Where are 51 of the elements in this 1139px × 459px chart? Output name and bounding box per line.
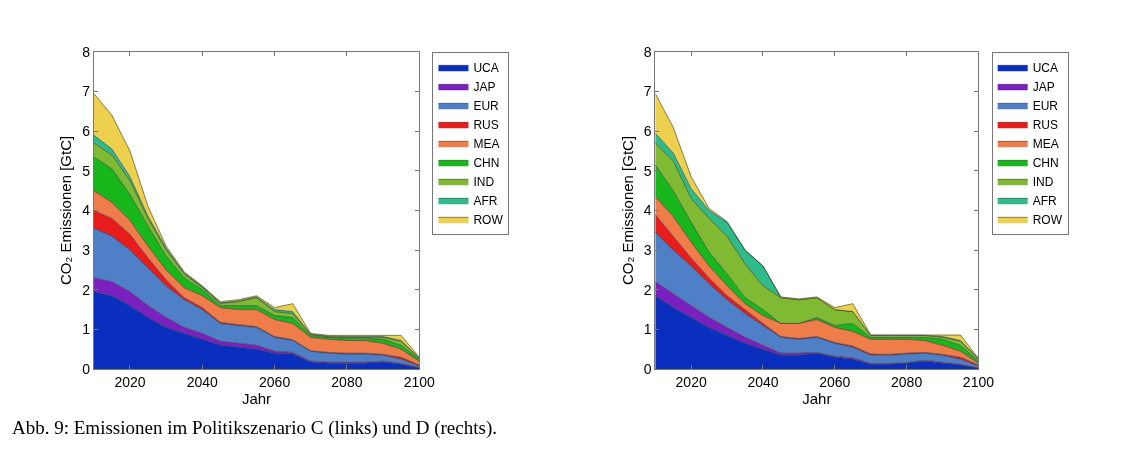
x-tick-label: 2080: [331, 373, 363, 390]
legend-label: EUR: [473, 99, 500, 114]
y-tick-label: 4: [82, 202, 91, 219]
y-tick-label: 6: [82, 123, 91, 140]
x-tick-label: 2100: [962, 373, 995, 390]
legend-label: CHN: [473, 156, 500, 171]
x-axis-title: Jahr: [241, 389, 272, 407]
y-tick-label: 5: [643, 162, 652, 179]
y-tick-label: 2: [82, 281, 91, 298]
y-tick-label: 1: [643, 321, 652, 338]
y-tick-label: 2: [643, 281, 652, 298]
legend-label: EUR: [1032, 99, 1059, 114]
legend-label: UCA: [473, 61, 499, 76]
legend-label: CHN: [1032, 156, 1059, 171]
x-tick-label: 2040: [747, 373, 779, 390]
x-tick-label: 2060: [259, 373, 291, 390]
x-tick-label: 2060: [819, 373, 851, 390]
legend-label: RUS: [473, 118, 499, 133]
legend-label: JAP: [473, 80, 496, 95]
legend-label: IND: [473, 175, 495, 190]
legend-label: MEA: [473, 137, 500, 152]
y-tick-label: 1: [82, 321, 91, 338]
legend-label: AFR: [473, 194, 498, 209]
y-tick-label: 5: [82, 162, 91, 179]
x-axis-title: Jahr: [802, 389, 832, 407]
y-tick-label: 4: [643, 202, 652, 219]
y-tick-label: 6: [643, 123, 652, 140]
legend-label: UCA: [1032, 61, 1059, 76]
x-tick-label: 2100: [403, 373, 435, 390]
y-axis-title: CO₂ Emissionen [GtC]: [618, 135, 636, 286]
y-tick-label: 7: [643, 83, 652, 100]
y-tick-label: 7: [82, 83, 91, 100]
y-tick-label: 8: [82, 43, 91, 60]
legend-label: RUS: [1032, 118, 1059, 133]
x-tick-label: 2080: [891, 373, 923, 390]
legend-label: ROW: [1032, 213, 1063, 228]
legend-label: JAP: [1032, 80, 1055, 95]
legend-label: MEA: [1032, 137, 1059, 152]
y-tick-label: 8: [643, 43, 652, 60]
y-tick-label: 0: [643, 360, 652, 377]
x-tick-label: 2020: [675, 373, 707, 390]
x-tick-label: 2040: [186, 373, 219, 390]
x-tick-label: 2020: [114, 373, 146, 390]
y-tick-label: 3: [82, 242, 91, 259]
caption: Abb. 9: Emissionen im Politikszenario C (links) und D (rechts).: [12, 417, 497, 439]
legend-label: AFR: [1032, 194, 1057, 209]
y-tick-label: 3: [643, 242, 652, 259]
legend-label: IND: [1032, 175, 1054, 190]
y-tick-label: 0: [82, 360, 91, 377]
legend-label: ROW: [473, 213, 504, 228]
y-axis-title: CO₂ Emissionen [GtC]: [57, 135, 75, 286]
